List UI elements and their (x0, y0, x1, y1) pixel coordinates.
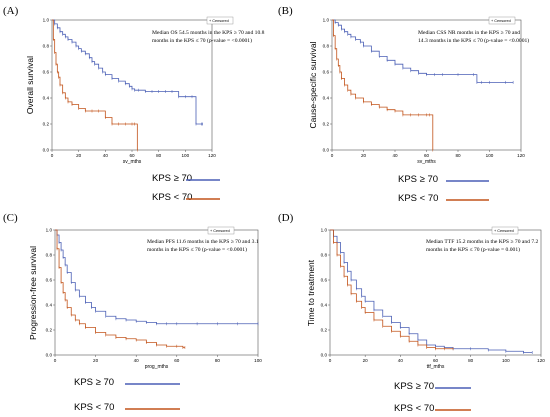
x-tick-label: 0 (331, 153, 334, 158)
x-tick-label: 60 (424, 153, 430, 158)
y-tick-label: 0.0 (46, 353, 53, 358)
panel-letter: (A) (3, 5, 19, 17)
x-tick-label: 0 (54, 358, 57, 363)
x-axis-label: prog_mths (145, 364, 169, 370)
plot-frame (54, 229, 259, 356)
y-axis-label: Overall survival (25, 56, 35, 114)
x-tick-label: 20 (363, 358, 369, 363)
x-tick-label: 100 (486, 153, 494, 158)
series-line-kps-lt-70 (52, 19, 138, 150)
median-note-line: Median CSS NR months in the KPS ≥ 70 and (418, 30, 520, 36)
y-tick-label: 1.0 (43, 18, 50, 23)
median-note-line: months in the KPS ≤ 70 (p-value = <0.000… (147, 246, 247, 253)
legend-label: KPS < 70 (398, 193, 438, 204)
x-tick-label: 0 (51, 153, 54, 158)
x-tick-label: 60 (129, 153, 135, 158)
y-tick-label: 0.4 (321, 303, 328, 308)
y-tick-label: 0.2 (321, 328, 328, 333)
legend-label: KPS ≥ 70 (394, 381, 434, 392)
censored-legend-label: + Censored (210, 229, 230, 233)
x-tick-label: 120 (208, 153, 216, 158)
censored-legend-box (491, 226, 519, 235)
legend-label: KPS ≥ 70 (74, 377, 114, 388)
median-note-line: months in the KPS ≤ 70 (p-value = 0.001) (426, 246, 520, 253)
x-tick-label: 20 (361, 153, 367, 158)
x-tick-label: 40 (103, 153, 109, 158)
x-tick-label: 80 (215, 358, 221, 363)
x-axis-label: sv_mths (417, 159, 436, 165)
y-tick-label: 0.2 (46, 328, 53, 333)
panel-d: (D) + Censored 0.0 0.2 0.4 0.6 0.8 1.0 0 20 40 60 80… (278, 212, 545, 414)
legend-label: KPS < 70 (74, 402, 114, 413)
x-tick-label: 120 (517, 153, 525, 158)
legend-label: KPS < 70 (394, 403, 434, 414)
median-note-line: Median PFS 11.6 months in the KPS ≥ 70 a… (147, 239, 259, 245)
x-tick-label: 100 (181, 153, 189, 158)
panel-a: (A) + Censored 0.0 0.2 0.4 0.6 0.8 1.0 0 20 40 60 80… (3, 5, 265, 203)
x-tick-label: 40 (134, 358, 140, 363)
x-tick-label: 60 (174, 358, 180, 363)
y-tick-label: 0.2 (323, 122, 330, 127)
y-tick-label: 1.0 (321, 228, 328, 233)
x-tick-label: 40 (392, 153, 398, 158)
y-tick-label: 0.8 (43, 44, 50, 49)
x-tick-label: 100 (502, 358, 510, 363)
y-tick-label: 0.6 (323, 70, 330, 75)
censored-legend-box (206, 16, 234, 25)
y-tick-label: 0.2 (43, 122, 50, 127)
y-axis-label: Progression-free survival (28, 246, 38, 340)
median-note-line: months in the KPS ≤ 70 (p-value = <0.000… (152, 37, 252, 44)
panel-letter: (C) (3, 212, 18, 224)
y-tick-label: 0.8 (46, 253, 53, 258)
x-axis-label: sv_mths (123, 159, 142, 165)
y-tick-label: 0.8 (321, 253, 328, 258)
x-tick-label: 80 (468, 358, 474, 363)
y-tick-label: 0.0 (323, 148, 330, 153)
y-tick-label: 0.0 (321, 353, 328, 358)
y-tick-label: 1.0 (323, 18, 330, 23)
y-tick-label: 0.6 (43, 70, 50, 75)
x-tick-label: 20 (76, 153, 82, 158)
series-line-kps-ge-70 (52, 19, 203, 125)
legend-label: KPS ≥ 70 (152, 173, 192, 184)
x-tick-label: 80 (156, 153, 162, 158)
y-axis-label: Cause-specific survival (308, 41, 318, 128)
panel-letter: (D) (278, 212, 294, 224)
median-note-line: Median TTF 15.2 months in the KPS ≥ 70 a… (426, 239, 539, 245)
y-tick-label: 0.4 (46, 303, 53, 308)
x-tick-label: 0 (329, 358, 332, 363)
y-axis-label: Time to treatment (306, 259, 316, 326)
x-tick-label: 120 (537, 358, 545, 363)
x-tick-label: 80 (455, 153, 461, 158)
y-tick-label: 0.4 (43, 96, 50, 101)
median-note-line: 14.3 months in the KPS ≤ 70 (p-value = <… (418, 37, 529, 44)
series-line-kps-ge-70 (330, 229, 533, 353)
panel-b: (B) + Censored 0.0 0.2 0.4 0.6 0.8 1.0 0 20 40 60 80… (278, 5, 529, 204)
panel-c: (C) + Censored 0.0 0.2 0.4 0.6 0.8 1.0 0 20 40 60 80… (3, 212, 262, 413)
y-tick-label: 1.0 (46, 228, 53, 233)
median-note-line: Median OS 54.5 months in the KPS ≥ 70 an… (152, 30, 265, 36)
x-tick-label: 100 (254, 358, 262, 363)
censored-legend-box (488, 16, 516, 25)
y-tick-label: 0.6 (321, 278, 328, 283)
y-tick-label: 0.0 (43, 148, 50, 153)
censored-legend-label: + Censored (491, 19, 511, 23)
y-tick-label: 0.4 (323, 96, 330, 101)
legend-label: KPS < 70 (152, 192, 192, 203)
x-tick-label: 40 (398, 358, 404, 363)
y-tick-label: 0.8 (323, 44, 330, 49)
panel-letter: (B) (278, 5, 293, 17)
legend-label: KPS ≥ 70 (398, 174, 438, 185)
censored-legend-label: + Censored (494, 229, 514, 233)
censored-legend-label: + Censored (209, 19, 229, 23)
x-tick-label: 60 (433, 358, 439, 363)
y-tick-label: 0.6 (46, 278, 53, 283)
x-tick-label: 20 (93, 358, 99, 363)
censored-legend-box (207, 226, 235, 235)
x-axis-label: ttf_mths (427, 364, 445, 370)
